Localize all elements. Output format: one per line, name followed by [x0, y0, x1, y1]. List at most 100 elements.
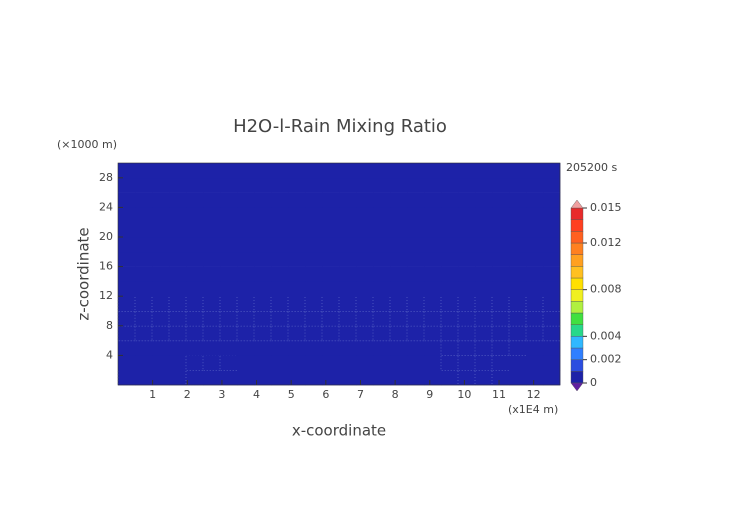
cell [424, 251, 442, 267]
cell [543, 207, 561, 223]
cell [321, 296, 340, 312]
cell [407, 222, 425, 238]
cell [118, 222, 136, 238]
cell [322, 266, 340, 282]
cell [390, 370, 408, 386]
colorbar-segment [570, 219, 584, 232]
cell [475, 222, 493, 238]
colorbar-segment [570, 289, 584, 302]
cell [304, 310, 323, 327]
colorbar-segment [570, 336, 584, 349]
cell [424, 192, 442, 208]
cell [186, 207, 204, 223]
cell [322, 281, 340, 297]
cell [186, 192, 204, 208]
cell [441, 237, 459, 253]
cell [270, 296, 289, 312]
x-tick-label: 6 [322, 388, 329, 401]
cell [509, 192, 527, 208]
cell [492, 207, 510, 223]
cell [373, 207, 391, 223]
cell [356, 163, 374, 179]
cell [271, 222, 289, 238]
cell [339, 192, 357, 208]
cell [441, 222, 459, 238]
cell [186, 251, 204, 267]
cell [118, 163, 136, 179]
x-tick-label: 8 [392, 388, 399, 401]
cell [423, 296, 442, 312]
cell [254, 207, 272, 223]
cell [356, 251, 374, 267]
cell [117, 310, 136, 327]
cell [526, 177, 544, 193]
cell [202, 296, 221, 312]
cell [356, 207, 374, 223]
cell [135, 222, 153, 238]
cell [339, 281, 357, 297]
cell [407, 355, 425, 371]
cell [441, 266, 459, 282]
cell [288, 355, 306, 371]
cell [407, 370, 425, 386]
cell [475, 266, 493, 282]
cell [390, 266, 408, 282]
colorbar-segment [570, 277, 584, 290]
cell [475, 251, 493, 267]
cell [509, 163, 527, 179]
cell [475, 192, 493, 208]
cell [322, 340, 340, 356]
cell [305, 163, 323, 179]
cell [441, 370, 459, 386]
cell [219, 355, 238, 371]
cell [185, 325, 204, 342]
cell [423, 325, 442, 342]
cell [526, 163, 544, 179]
cell [118, 237, 136, 253]
cell [509, 237, 527, 253]
cell [458, 163, 476, 179]
colorbar-segment [570, 266, 584, 279]
cell [458, 237, 476, 253]
cell [474, 325, 493, 342]
cell [424, 222, 442, 238]
cell [169, 281, 187, 297]
cell [151, 310, 170, 327]
colorbar-tick-label: 0.004 [590, 329, 622, 342]
cell [305, 207, 323, 223]
cell [203, 177, 221, 193]
cell [338, 325, 357, 342]
cell [202, 325, 221, 342]
cell [135, 251, 153, 267]
cell [491, 370, 510, 386]
colorbar-bottom-arrow [570, 382, 584, 392]
cell [169, 222, 187, 238]
cell [339, 177, 357, 193]
cell [288, 192, 306, 208]
cell [135, 177, 153, 193]
cell [321, 310, 340, 327]
cell [254, 281, 272, 297]
cell [236, 296, 255, 312]
y-tick-label: 24 [99, 200, 113, 213]
cell [288, 207, 306, 223]
cell [492, 266, 510, 282]
cell [169, 251, 187, 267]
cell [509, 222, 527, 238]
cell [457, 370, 476, 386]
cell [305, 370, 323, 386]
cell [492, 163, 510, 179]
cell [491, 325, 510, 342]
cell [152, 251, 170, 267]
cell [135, 266, 153, 282]
cell [356, 370, 374, 386]
cell [203, 281, 221, 297]
cell [237, 222, 255, 238]
cell [152, 281, 170, 297]
cell [118, 207, 136, 223]
cell [407, 281, 425, 297]
cell [508, 340, 527, 356]
colorbar-segment [570, 324, 584, 337]
cell [134, 310, 153, 327]
cell [322, 355, 340, 371]
